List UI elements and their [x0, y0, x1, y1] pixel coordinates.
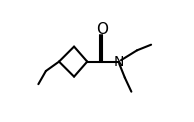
Text: O: O	[96, 22, 108, 37]
Text: N: N	[114, 55, 124, 69]
